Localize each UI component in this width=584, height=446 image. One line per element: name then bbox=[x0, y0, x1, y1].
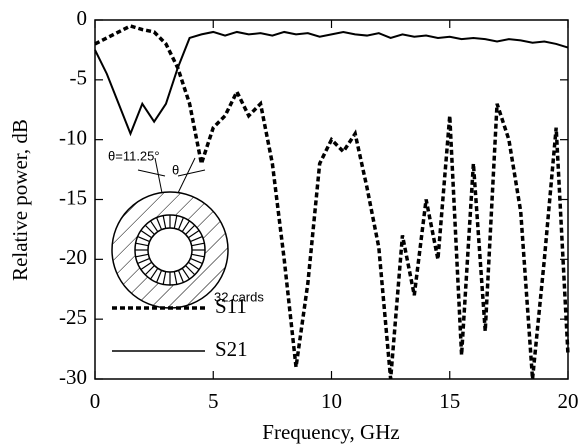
legend-label: S11 bbox=[215, 294, 247, 318]
annotation: 32 cards bbox=[214, 289, 264, 304]
series-line bbox=[94, 30, 569, 137]
x-axis-label: Frequency, GHz bbox=[262, 420, 399, 444]
legend-label: S21 bbox=[215, 337, 248, 361]
y-tick-label: -20 bbox=[59, 245, 87, 269]
x-tick-label: 10 bbox=[321, 389, 342, 413]
y-tick-label: -30 bbox=[59, 365, 87, 389]
x-tick-label: 5 bbox=[208, 389, 219, 413]
y-tick-label: 0 bbox=[77, 6, 88, 30]
x-tick-label: 20 bbox=[558, 389, 579, 413]
y-tick-label: -5 bbox=[70, 66, 88, 90]
y-tick-label: -15 bbox=[59, 185, 87, 209]
series-line bbox=[94, 24, 570, 380]
x-tick-label: 15 bbox=[439, 389, 460, 413]
y-tick-label: -10 bbox=[59, 125, 87, 149]
annotation: θ bbox=[172, 162, 179, 177]
y-axis-label: Relative power, dB bbox=[8, 119, 32, 281]
y-tick-label: -25 bbox=[59, 305, 87, 329]
x-tick-label: 0 bbox=[90, 389, 101, 413]
inset-diagram bbox=[111, 157, 229, 309]
annotation: θ=11.25° bbox=[108, 148, 160, 163]
